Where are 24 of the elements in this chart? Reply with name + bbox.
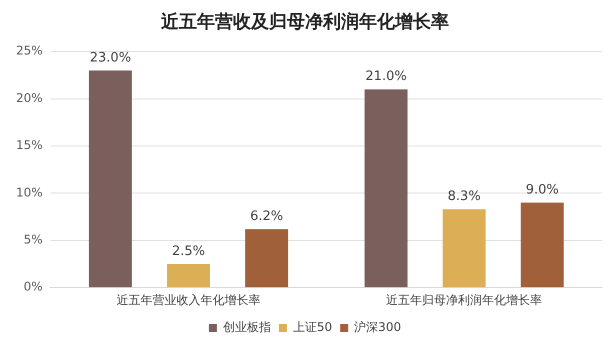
y-tick-label: 10% (16, 185, 43, 200)
y-tick-label: 25% (16, 44, 43, 58)
bar (88, 70, 132, 288)
legend-label: 沪深300 (354, 320, 402, 334)
bar (167, 264, 210, 288)
legend-label: 上证50 (292, 320, 332, 334)
data-label: 9.0% (526, 182, 559, 198)
y-tick-label: 15% (16, 138, 43, 152)
bar (364, 89, 408, 288)
data-label: 23.0% (90, 50, 132, 66)
x-tick-label: 近五年归母净利润年化增长率 (386, 292, 542, 307)
bar (442, 209, 486, 288)
data-label: 6.2% (250, 208, 284, 224)
data-label: 8.3% (448, 189, 481, 204)
y-tick-label: 20% (16, 90, 43, 105)
bar (520, 202, 564, 288)
legend-label: 创业板指 (222, 320, 271, 334)
bar (245, 229, 288, 288)
data-label: 21.0% (365, 69, 407, 84)
y-tick-label: 0% (24, 280, 43, 294)
y-tick-label: 5% (24, 232, 43, 247)
data-label: 2.5% (172, 244, 206, 259)
x-tick-label: 近五年营业收入年化增长率 (116, 292, 261, 307)
chart-title: 近五年营收及归母净利润年化增长率 (160, 11, 449, 32)
